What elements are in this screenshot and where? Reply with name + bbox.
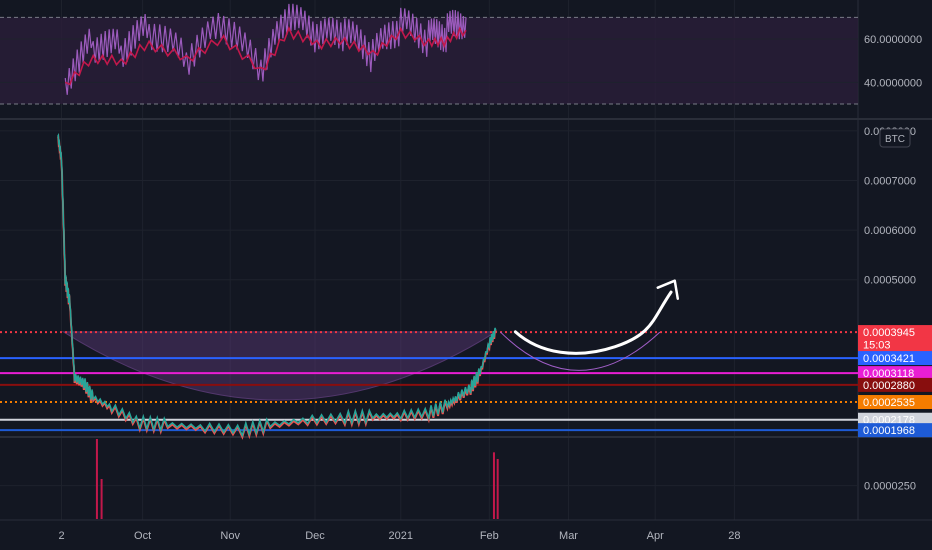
price-level-label: 0.0002880 bbox=[863, 380, 915, 392]
price-level-label: 0.0003118 bbox=[863, 368, 914, 380]
price-tick-label: 0.0005000 bbox=[864, 275, 916, 287]
price-series-green bbox=[57, 132, 497, 438]
time-tick-label: Nov bbox=[220, 530, 240, 542]
volume-bar bbox=[492, 452, 495, 519]
cup-pattern bbox=[61, 331, 498, 401]
price-level-badge bbox=[858, 351, 932, 366]
price-level-label: 0.0002535 bbox=[863, 397, 915, 409]
time-tick-label: Apr bbox=[647, 530, 664, 542]
price-tick-label: 0.0006000 bbox=[864, 225, 916, 237]
price-level-label: 0.0003421 bbox=[863, 353, 915, 365]
time-tick-label: Dec bbox=[305, 530, 325, 542]
price-panel[interactable]: 0.00080000.00070000.00060000.0005000BTC0… bbox=[0, 126, 932, 440]
volume-bar bbox=[496, 459, 499, 519]
projected-cup-arc bbox=[500, 331, 661, 371]
oscillator-signal-line bbox=[64, 25, 467, 86]
price-level-label: 0.0001968 bbox=[863, 425, 915, 437]
volume-panel: 0.0000250 bbox=[0, 439, 916, 519]
unit-badge bbox=[879, 128, 911, 148]
oscillator-tick-label: 60.0000000 bbox=[864, 34, 922, 46]
projection-arrow-line bbox=[513, 290, 673, 355]
time-tick-label: Mar bbox=[559, 530, 578, 542]
price-level-label: 0.0003945 bbox=[863, 327, 915, 339]
price-level-badge bbox=[858, 366, 932, 381]
time-tick-label: 28 bbox=[728, 530, 740, 542]
oscillator-tick-label: 40.0000000 bbox=[864, 77, 922, 89]
price-tick-label: 0.0007000 bbox=[864, 176, 916, 188]
price-level-badge bbox=[858, 377, 932, 392]
time-tick-label: 2021 bbox=[389, 530, 413, 542]
time-tick-label: Oct bbox=[134, 530, 151, 542]
price-level-badge bbox=[858, 423, 932, 438]
volume-bar bbox=[95, 439, 98, 519]
time-axis[interactable]: 2 Oct Nov Dec 2021 Feb Mar Apr 28 bbox=[58, 530, 740, 542]
price-level-badge bbox=[858, 395, 932, 410]
projection-arrow-head bbox=[656, 279, 680, 300]
unit-badge-label: BTC bbox=[885, 134, 905, 145]
price-level-badge bbox=[858, 325, 932, 340]
price-level-label: 15:03 bbox=[863, 340, 891, 352]
volume-bar bbox=[100, 479, 103, 519]
time-tick-label: 2 bbox=[58, 530, 64, 542]
oscillator-line bbox=[64, 3, 467, 95]
price-level-badge bbox=[858, 337, 932, 352]
time-tick-label: Feb bbox=[480, 530, 499, 542]
drawing-annotations bbox=[500, 279, 680, 371]
volume-tick-label: 0.0000250 bbox=[864, 481, 916, 493]
